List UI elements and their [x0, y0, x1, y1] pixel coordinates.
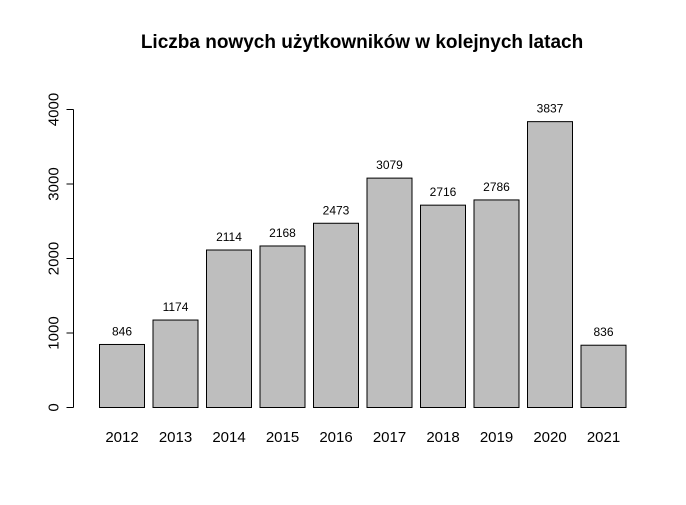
data-label-2013: 1174	[163, 300, 189, 314]
y-tick-label: 4000	[46, 93, 63, 126]
data-label-2015: 2168	[269, 226, 296, 240]
bar-2013	[152, 319, 199, 408]
bar-2017	[366, 177, 413, 408]
bar-2020	[527, 121, 573, 409]
bar-2019	[473, 199, 520, 408]
x-tick-label-2012: 2012	[105, 429, 138, 446]
data-label-2017: 3079	[376, 158, 403, 172]
bar-2021	[580, 344, 627, 408]
y-axis: 0 1000 2000 3000 4000	[46, 93, 74, 412]
x-tick-labels: 2012 2013 2014 2015 2016 2017 2018 2019 2020 2021	[105, 429, 620, 446]
bar-2014	[206, 249, 252, 408]
data-label-2021: 836	[593, 325, 613, 339]
data-label-2019: 2786	[483, 180, 510, 194]
chart-title: Liczba nowych użytkowników w kolejnych l…	[141, 32, 583, 53]
data-label-2020: 3837	[537, 102, 564, 116]
y-tick-label: 2000	[46, 242, 63, 275]
data-label-2016: 2473	[323, 203, 350, 217]
data-label-2014: 2114	[216, 230, 242, 244]
x-tick-label-2016: 2016	[319, 429, 352, 446]
y-tick-label: 3000	[46, 167, 63, 200]
bar-2018	[420, 204, 466, 408]
bar-2015	[259, 245, 306, 408]
x-tick-label-2015: 2015	[266, 429, 299, 446]
y-tick-label: 0	[46, 403, 63, 411]
x-tick-label-2013: 2013	[159, 429, 192, 446]
x-tick-label-2019: 2019	[480, 429, 513, 446]
x-tick-label-2018: 2018	[426, 429, 459, 446]
x-tick-label-2021: 2021	[587, 429, 620, 446]
data-label-2018: 2716	[430, 185, 457, 199]
bar-2016	[313, 222, 359, 408]
bars-group: 846 1174 2114 2168 2473 3079 2716 2786 3837 836	[99, 102, 627, 409]
data-label-2012: 846	[112, 324, 132, 338]
x-tick-label-2017: 2017	[373, 429, 406, 446]
bar-2012	[99, 343, 145, 408]
x-tick-label-2014: 2014	[212, 429, 245, 446]
y-tick-label: 1000	[46, 316, 63, 349]
x-tick-label-2020: 2020	[533, 429, 566, 446]
